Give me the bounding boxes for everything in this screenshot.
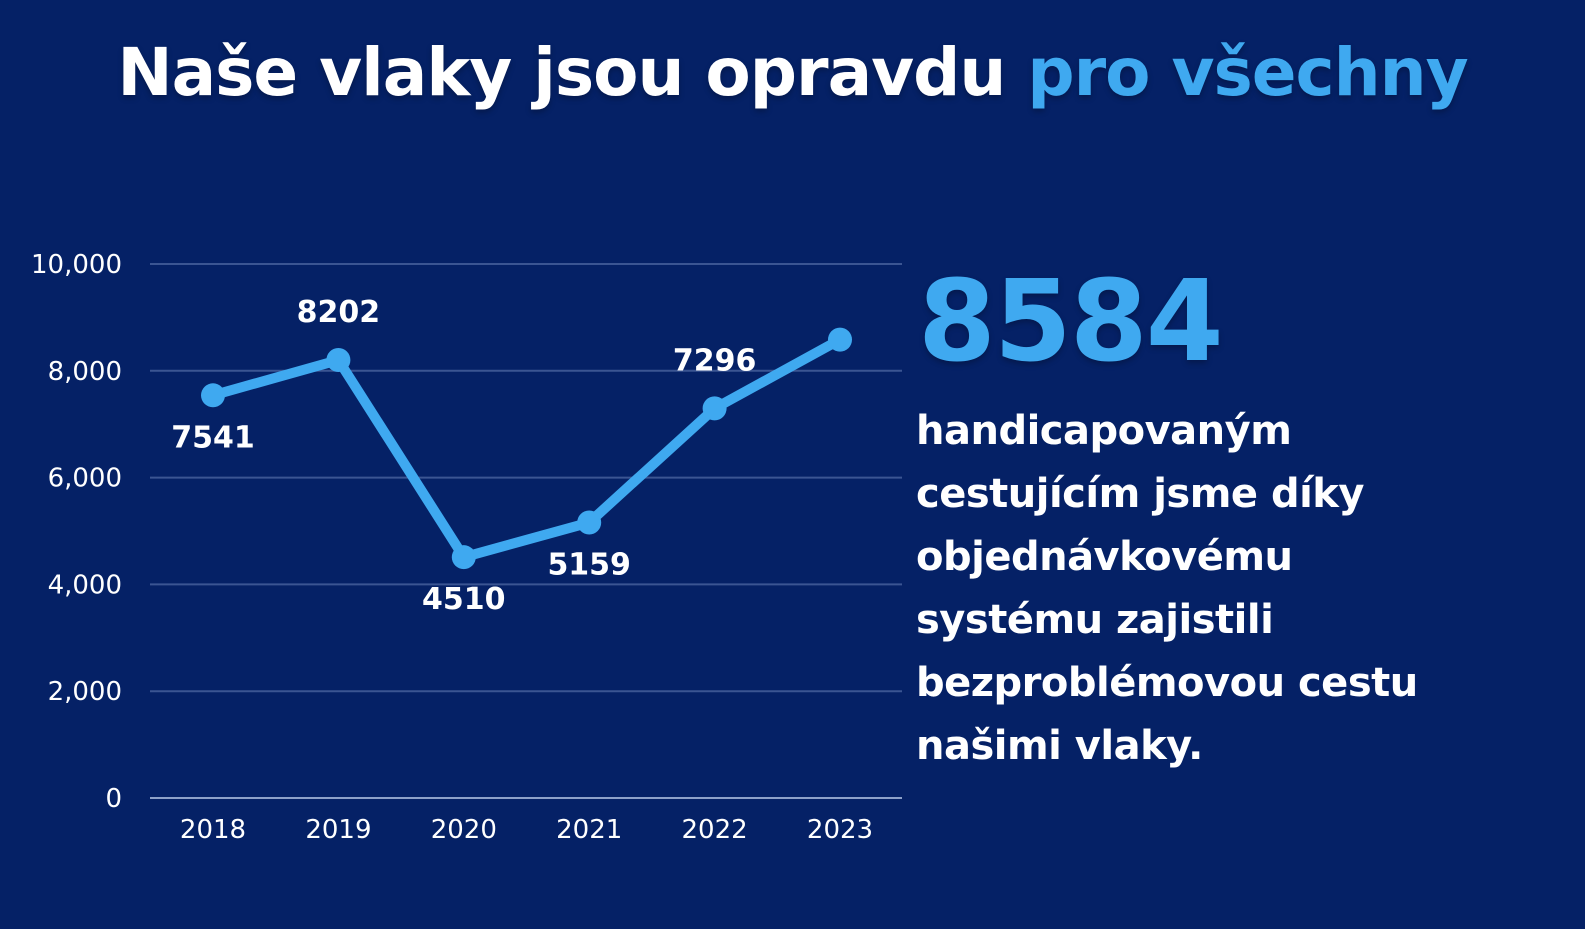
y-tick-label: 10,000 [31, 250, 122, 280]
data-point [451, 545, 476, 570]
data-label: 5159 [547, 548, 631, 583]
line-chart: 0 2,000 4,000 6,000 8,000 10,000 2018 2019 2020… [31, 250, 902, 845]
highlight-number: 8584 [918, 257, 1224, 387]
data-labels: 7541 8202 4510 5159 7296 [171, 295, 756, 617]
y-tick-label: 2,000 [48, 677, 122, 707]
series-polyline [208, 334, 845, 563]
data-point [828, 327, 852, 352]
y-axis-ticks: 0 2,000 4,000 6,000 8,000 10,000 [31, 250, 122, 814]
page-title: Naše vlaky jsou opravdu pro všechny [0, 28, 1585, 118]
data-label: 7296 [673, 343, 757, 378]
title-main: Naše vlaky jsou opravdu [117, 34, 1006, 111]
data-point [702, 396, 727, 421]
title-accent: pro všechny [1027, 34, 1468, 111]
x-tick-label: 2021 [556, 815, 622, 845]
x-tick-label: 2023 [807, 815, 873, 845]
data-label: 8202 [297, 295, 381, 330]
data-point [326, 348, 351, 373]
y-tick-label: 4,000 [48, 570, 122, 600]
data-label: 7541 [171, 420, 255, 455]
x-axis-ticks: 2018 2019 2020 2021 2022 2023 [180, 815, 873, 845]
data-points [201, 327, 852, 570]
grid-lines [150, 263, 902, 799]
y-tick-label: 6,000 [48, 464, 122, 494]
data-label: 4510 [422, 582, 506, 617]
y-tick-label: 0 [105, 784, 122, 814]
x-tick-label: 2018 [180, 815, 246, 845]
data-point [201, 383, 225, 408]
x-tick-label: 2019 [305, 815, 371, 845]
series-line [208, 334, 845, 563]
data-point [577, 510, 602, 535]
y-tick-label: 8,000 [48, 357, 122, 387]
highlight-description: handicapovaným cestujícím jsme díky obje… [916, 408, 1418, 769]
x-tick-label: 2022 [682, 815, 748, 845]
x-tick-label: 2020 [431, 815, 497, 845]
